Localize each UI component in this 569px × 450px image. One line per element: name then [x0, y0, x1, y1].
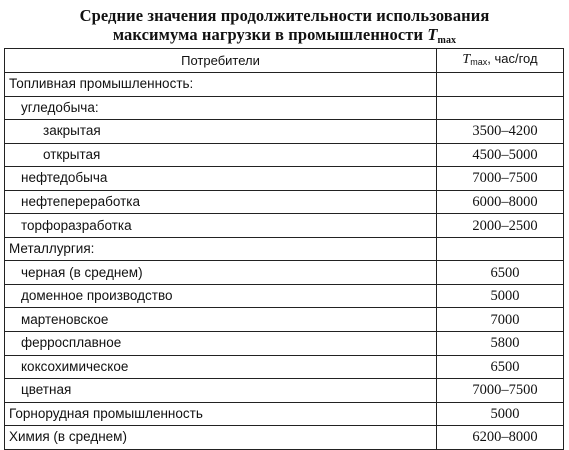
- document-title: Средние значения продолжительности испол…: [0, 6, 569, 50]
- row-value: 7000–7500: [436, 166, 564, 191]
- row-label: торфоразработка: [4, 213, 437, 238]
- row-value: 6500: [436, 354, 564, 380]
- row-value: 6200–8000: [436, 425, 564, 450]
- table-row: угледобыча:: [4, 95, 564, 121]
- header-tmax-unit: , час/год: [487, 51, 538, 66]
- row-value: 6000–8000: [436, 189, 564, 215]
- row-value: 3500–4200: [436, 119, 564, 144]
- row-value: 5000: [436, 401, 564, 427]
- header-tmax-symbol: T: [462, 52, 471, 67]
- table-row: ферросплавное 5800: [4, 331, 564, 356]
- row-value: 5800: [436, 331, 564, 356]
- row-label: нефтедобыча: [4, 166, 437, 191]
- row-value: [436, 236, 564, 262]
- row-label: закрытая: [4, 119, 437, 144]
- table-row: нефтедобыча 7000–7500: [4, 166, 564, 191]
- table-row: закрытая 3500–4200: [4, 119, 564, 144]
- row-value: [436, 72, 564, 97]
- header-consumers: Потребители: [4, 48, 437, 73]
- table-row: коксохимическое 6500: [4, 354, 564, 380]
- row-label: черная (в среднем): [4, 260, 437, 285]
- row-label: ферросплавное: [4, 331, 437, 356]
- row-value: 4500–5000: [436, 142, 564, 168]
- row-value: 7000: [436, 307, 564, 333]
- row-label: Горнорудная промышленность: [4, 401, 437, 427]
- table-row: Топливная промышленность:: [4, 72, 564, 97]
- table-row: Металлургия:: [4, 236, 564, 262]
- title-line-1: Средние значения продолжительности испол…: [79, 6, 490, 25]
- table-row: Химия (в среднем) 6200–8000: [4, 425, 564, 450]
- table-row: черная (в среднем) 6500: [4, 260, 564, 285]
- row-label: цветная: [4, 378, 437, 403]
- row-label: коксохимическое: [4, 354, 437, 380]
- table-row: нефтепереработка 6000–8000: [4, 189, 564, 215]
- tmax-table: Потребители Tmax, час/год Топливная пром…: [4, 48, 564, 450]
- table-row: открытая 4500–5000: [4, 142, 564, 168]
- row-label: Химия (в среднем): [4, 425, 437, 450]
- header-tmax-subscript: max: [470, 57, 488, 67]
- title-symbol: T: [427, 25, 438, 44]
- table-row: Горнорудная промышленность 5000: [4, 401, 564, 427]
- table-row: мартеновское 7000: [4, 307, 564, 333]
- row-label: нефтепереработка: [4, 189, 437, 215]
- title-subscript: max: [437, 35, 457, 46]
- title-line-2: максимума нагрузки в промышленности Tmax: [0, 25, 569, 50]
- row-label: доменное производство: [4, 283, 437, 309]
- table-row: доменное производство 5000: [4, 283, 564, 309]
- table-row: торфоразработка 2000–2500: [4, 213, 564, 238]
- row-value: 2000–2500: [436, 213, 564, 238]
- row-label: Металлургия:: [4, 236, 437, 262]
- table-row: цветная 7000–7500: [4, 378, 564, 403]
- header-tmax: Tmax, час/год: [436, 48, 564, 73]
- row-value: [436, 95, 564, 121]
- row-label: мартеновское: [4, 307, 437, 333]
- row-value: 5000: [436, 283, 564, 309]
- row-label: угледобыча:: [4, 95, 437, 121]
- row-value: 6500: [436, 260, 564, 285]
- row-label: открытая: [4, 142, 437, 168]
- title-line-2-text: максимума нагрузки в промышленности: [112, 25, 428, 44]
- table-header-row: Потребители Tmax, час/год: [4, 48, 564, 73]
- row-label: Топливная промышленность:: [4, 72, 437, 97]
- row-value: 7000–7500: [436, 378, 564, 403]
